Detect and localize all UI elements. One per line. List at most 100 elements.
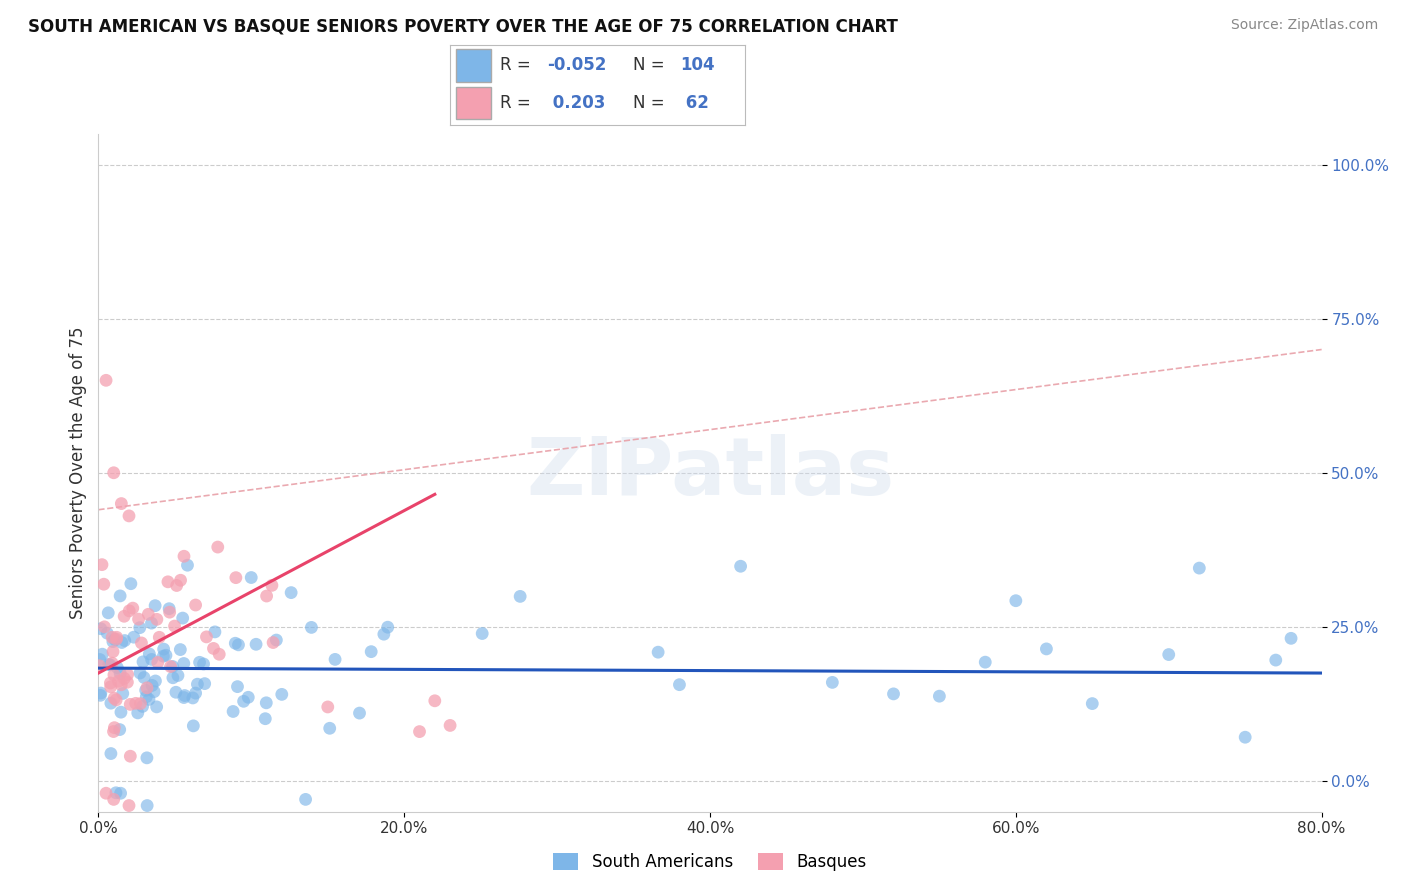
Point [132, 671, 155, 685]
Point [245, 637, 267, 651]
Y-axis label: Seniors Poverty Over the Age of 75: Seniors Poverty Over the Age of 75 [69, 326, 87, 619]
Point [152, 642, 174, 657]
Point [103, 466, 125, 480]
Point [145, 699, 167, 714]
Point [93, 577, 115, 591]
Point [159, 605, 181, 619]
Point [232, 694, 254, 708]
Point [103, 792, 125, 806]
Point [373, 627, 395, 641]
Point [100, 747, 122, 761]
Point [118, 508, 141, 523]
Point [138, 607, 160, 622]
Point [163, 619, 186, 633]
Text: N =: N = [633, 56, 665, 74]
Point [202, 641, 225, 656]
Point [93, 620, 115, 634]
Point [120, 698, 142, 712]
Point [110, 678, 132, 692]
Point [1004, 593, 1026, 607]
Point [111, 686, 134, 700]
Point [1081, 697, 1104, 711]
Point [110, 705, 132, 719]
Point [132, 655, 155, 669]
Point [135, 751, 157, 765]
Point [128, 612, 150, 626]
Point [193, 657, 215, 671]
Point [131, 699, 153, 714]
Point [1234, 730, 1257, 744]
Point [90, 686, 112, 700]
Point [131, 636, 153, 650]
Point [928, 689, 950, 703]
Point [254, 696, 277, 710]
Point [98, 657, 121, 672]
Point [299, 620, 322, 634]
Point [103, 724, 125, 739]
Point [169, 642, 191, 657]
Point [228, 638, 250, 652]
Point [173, 689, 195, 703]
Point [97, 606, 120, 620]
Point [97, 657, 120, 672]
Point [120, 749, 142, 764]
Point [240, 570, 263, 584]
Point [94, 786, 117, 800]
Point [181, 690, 204, 705]
Point [148, 630, 170, 644]
Point [145, 673, 167, 688]
Point [118, 604, 141, 618]
Point [270, 687, 292, 701]
Point [136, 798, 159, 813]
Point [118, 798, 141, 813]
Point [136, 681, 159, 695]
Point [294, 792, 316, 806]
Point [195, 630, 218, 644]
Point [100, 680, 122, 694]
Point [100, 676, 122, 690]
Point [89, 652, 111, 666]
Text: -0.052: -0.052 [547, 56, 607, 74]
Point [89, 658, 111, 673]
Point [143, 599, 166, 613]
Point [1264, 653, 1286, 667]
Point [104, 786, 127, 800]
Text: Source: ZipAtlas.com: Source: ZipAtlas.com [1230, 18, 1378, 32]
Point [107, 674, 129, 689]
Point [141, 616, 163, 631]
Point [188, 656, 211, 670]
Point [105, 693, 128, 707]
Point [122, 630, 145, 644]
Point [91, 558, 114, 572]
Point [156, 574, 179, 589]
Point [222, 705, 245, 719]
Point [194, 676, 217, 690]
Point [110, 497, 132, 511]
Point [138, 647, 160, 661]
Text: 0.203: 0.203 [547, 95, 606, 112]
Point [108, 666, 131, 681]
Point [360, 645, 382, 659]
Point [176, 558, 198, 573]
Point [377, 620, 399, 634]
Point [112, 672, 135, 686]
Point [143, 684, 166, 698]
Point [127, 706, 149, 720]
Point [172, 611, 194, 625]
Point [96, 626, 118, 640]
Point [129, 697, 152, 711]
Point [208, 647, 231, 661]
Point [94, 373, 117, 387]
Point [224, 636, 246, 650]
Point [647, 645, 669, 659]
Point [280, 585, 302, 599]
Point [165, 685, 187, 699]
Point [114, 633, 136, 648]
Point [159, 659, 181, 673]
Point [101, 656, 124, 670]
Point [186, 677, 208, 691]
Point [162, 659, 184, 673]
Point [112, 609, 135, 624]
Point [135, 683, 157, 698]
Point [91, 647, 114, 661]
